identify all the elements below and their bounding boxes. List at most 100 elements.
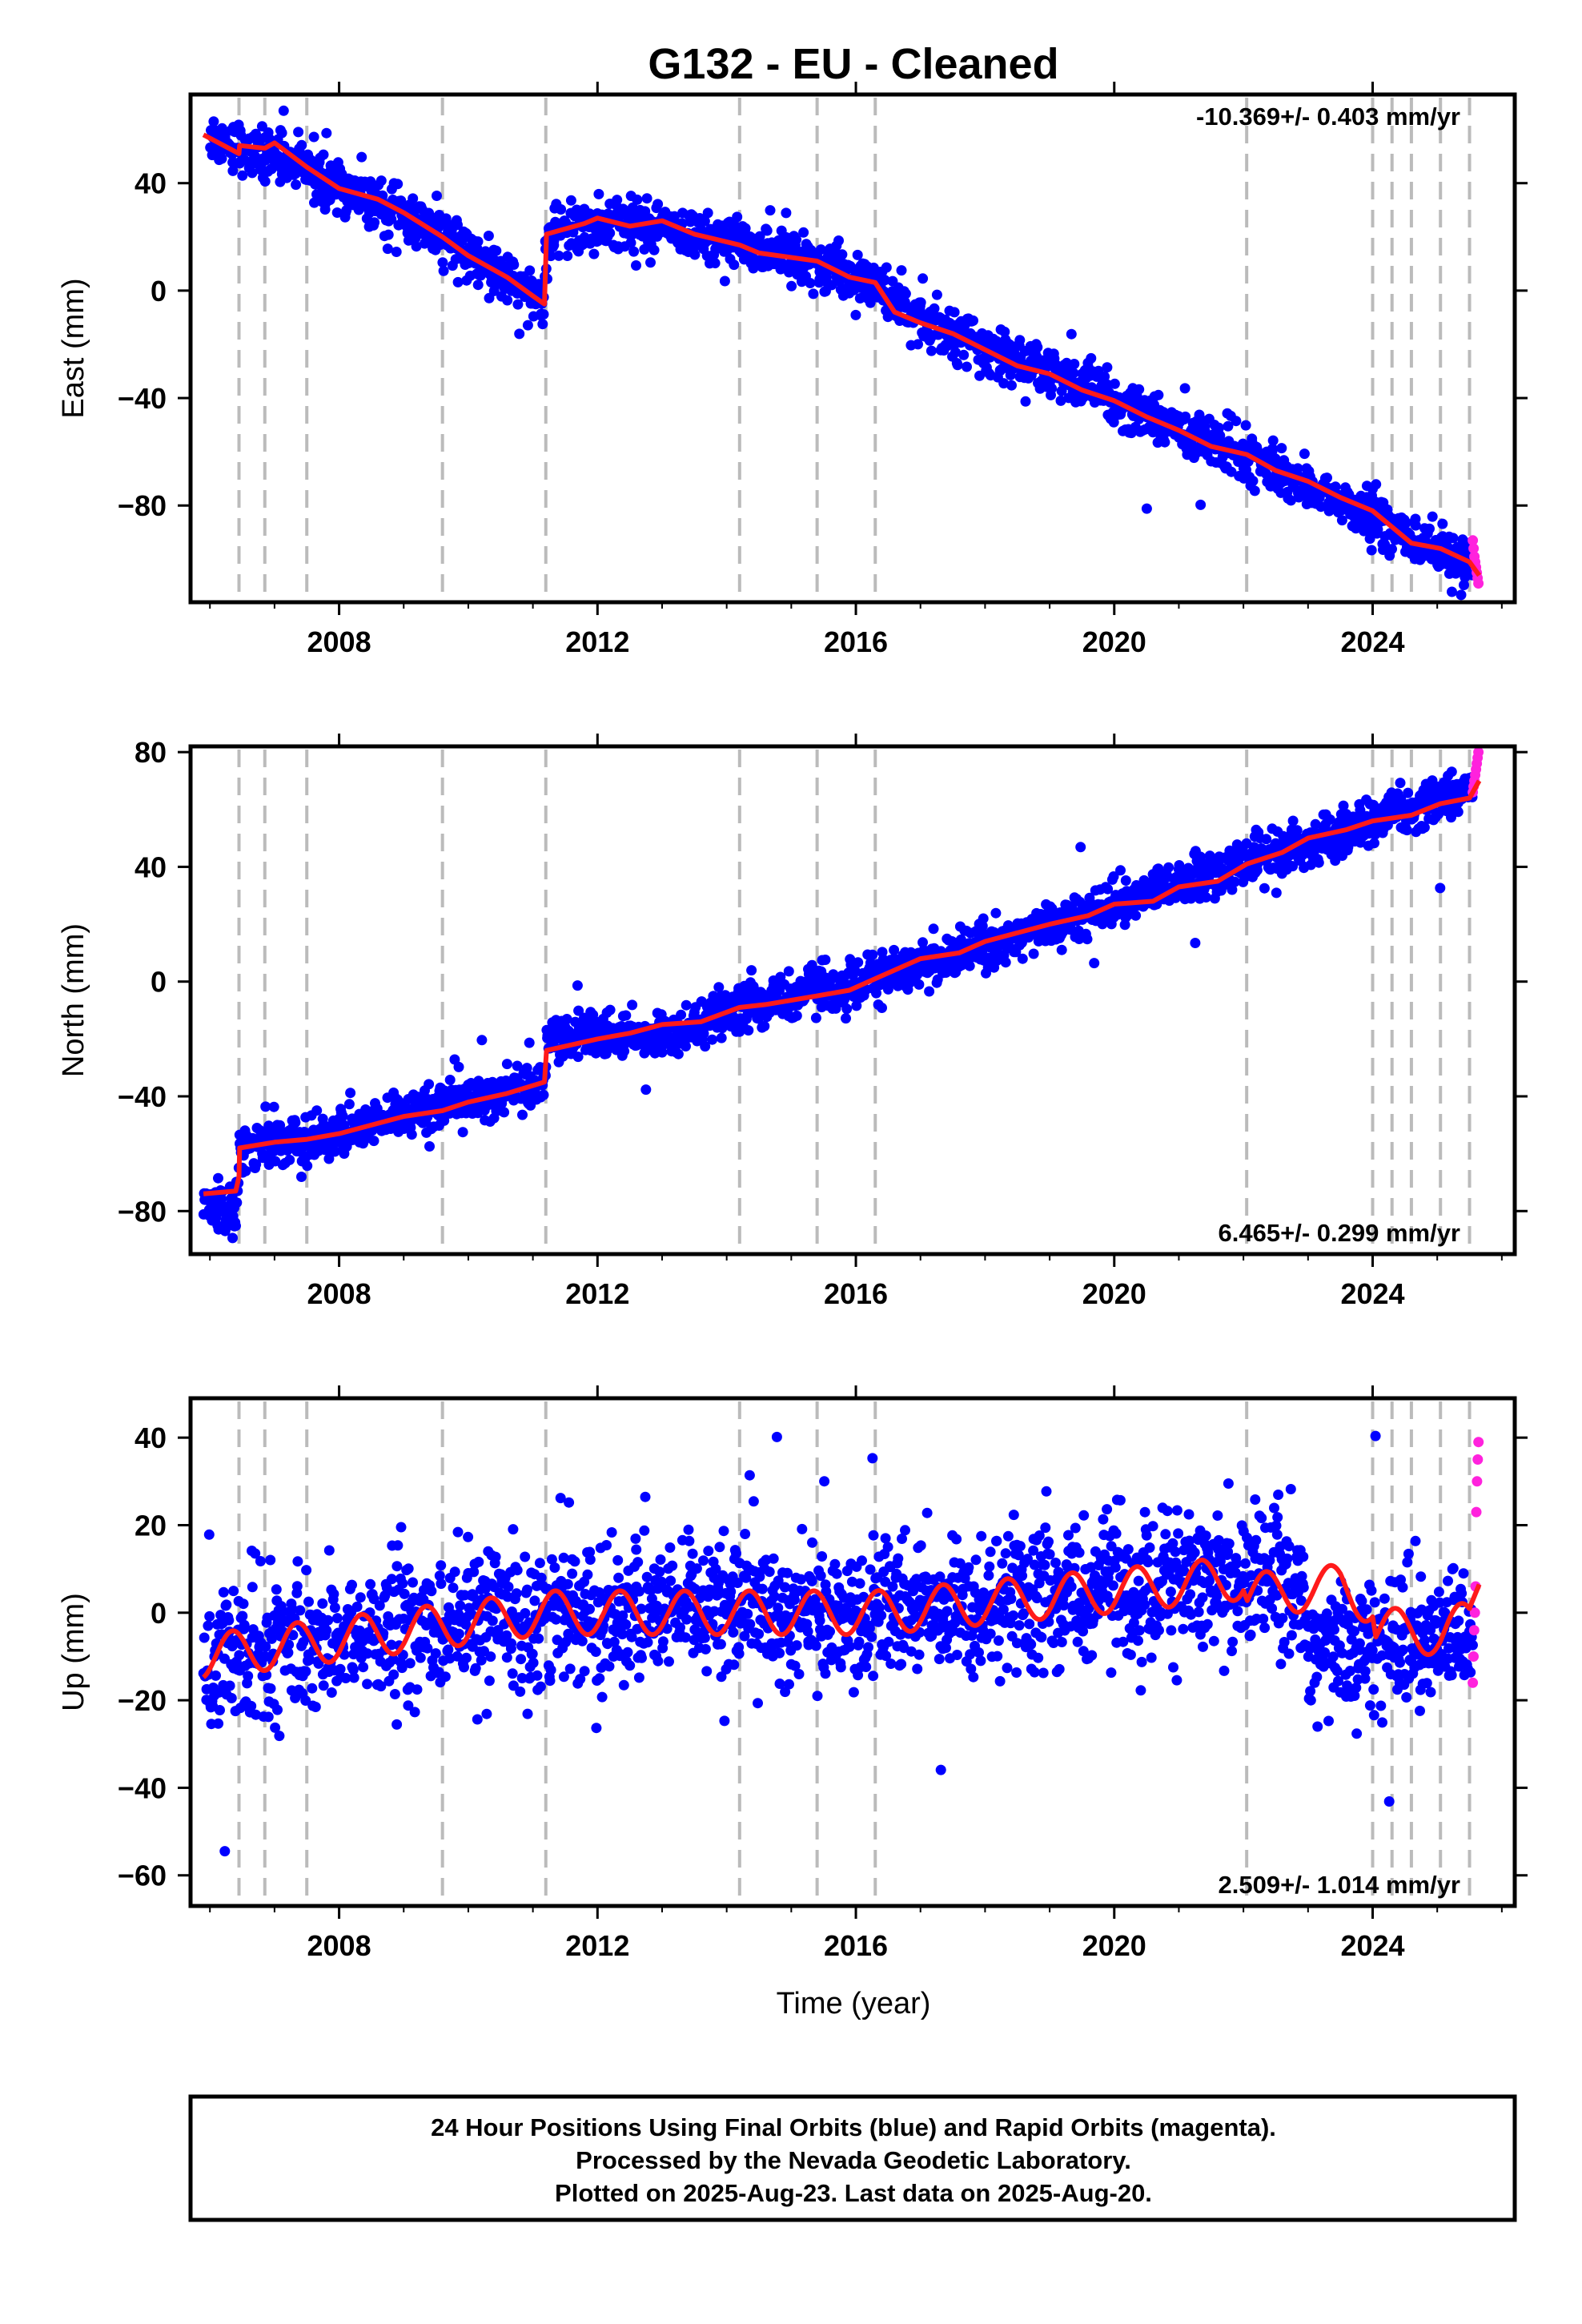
east-point: [386, 214, 397, 225]
up-point: [412, 1684, 423, 1695]
north-point: [501, 1059, 512, 1070]
east-point: [392, 179, 404, 190]
east-point: [641, 193, 652, 204]
north-point: [1446, 766, 1457, 778]
east-point: [293, 127, 304, 138]
up-point: [472, 1714, 483, 1725]
up-point: [263, 1711, 274, 1723]
east-point: [247, 167, 258, 179]
north-point: [406, 1129, 417, 1140]
up-point: [529, 1595, 540, 1606]
north-x-tick-label: 2020: [1082, 1277, 1146, 1310]
east-y-tick-label: −80: [118, 489, 167, 522]
east-point: [440, 213, 452, 224]
north-point: [841, 1003, 853, 1015]
east-point: [702, 207, 713, 219]
north-point: [524, 1037, 535, 1048]
up-point: [265, 1554, 276, 1566]
north-point: [1271, 887, 1282, 899]
up-point: [506, 1638, 517, 1649]
north-point: [213, 1172, 223, 1184]
up-point: [487, 1615, 498, 1626]
up-point: [355, 1592, 366, 1603]
east-point: [881, 262, 892, 273]
north-point: [290, 1117, 301, 1128]
up-point: [386, 1574, 397, 1585]
up-point: [448, 1582, 459, 1594]
north-point: [1401, 825, 1412, 836]
up-point: [272, 1704, 283, 1715]
north-x-tick-label: 2016: [824, 1277, 888, 1310]
east-point: [309, 197, 319, 208]
north-point: [345, 1088, 356, 1099]
east-point: [562, 251, 573, 261]
up-point: [389, 1689, 400, 1699]
north-point: [1028, 948, 1039, 959]
east-point: [452, 219, 463, 231]
east-point: [1086, 352, 1097, 364]
east-y-tick-label: 40: [135, 167, 167, 200]
up-point: [520, 1551, 531, 1562]
up-point: [452, 1526, 464, 1538]
east-point: [1141, 503, 1152, 514]
up-point: [562, 1578, 573, 1590]
up-point: [203, 1529, 215, 1540]
east-point: [958, 349, 970, 360]
up-point: [326, 1687, 337, 1698]
north-y-tick-label: 80: [135, 736, 167, 769]
east-point: [1134, 384, 1145, 395]
east-point: [1299, 448, 1310, 460]
east-point: [1456, 589, 1467, 601]
north-point: [1403, 787, 1414, 798]
east-point: [900, 288, 911, 300]
up-point: [399, 1588, 410, 1599]
east-break-lines: [237, 98, 1472, 599]
east-point: [472, 236, 484, 247]
east-point: [514, 328, 525, 340]
up-scatter: [198, 1430, 1484, 1857]
north-point: [1287, 815, 1299, 826]
east-point: [1055, 395, 1066, 406]
north-x-tick-label: 2024: [1340, 1277, 1404, 1310]
east-point: [648, 244, 660, 255]
east-x-tick-label: 2024: [1340, 625, 1404, 658]
north-point: [453, 1061, 464, 1072]
up-point: [455, 1600, 466, 1611]
east-point: [949, 307, 960, 318]
up-point: [226, 1693, 237, 1703]
east-point: [896, 265, 907, 276]
up-point: [292, 1556, 303, 1567]
east-point: [321, 127, 332, 139]
east-point: [1240, 420, 1251, 431]
up-point: [213, 1718, 224, 1729]
east-point: [879, 275, 890, 286]
north-point: [810, 1012, 821, 1023]
east-point: [786, 280, 797, 292]
east-point: [653, 227, 665, 239]
east-point: [375, 175, 387, 187]
east-point: [999, 326, 1010, 337]
north-point: [759, 1020, 770, 1031]
east-point: [761, 225, 773, 236]
east-x-tick-label: 2016: [824, 625, 888, 658]
up-point: [564, 1663, 576, 1675]
up-point: [508, 1524, 519, 1535]
east-point: [950, 347, 961, 358]
up-point: [388, 1669, 400, 1680]
north-point: [1200, 892, 1211, 903]
east-point: [237, 170, 248, 181]
up-point: [396, 1522, 407, 1533]
east-point: [483, 231, 494, 241]
east-point: [278, 105, 289, 116]
east-point: [556, 204, 567, 215]
east-point: [669, 211, 680, 222]
east-point: [1267, 435, 1279, 446]
east-point: [1020, 396, 1031, 407]
up-point: [516, 1654, 527, 1665]
up-point: [490, 1551, 501, 1562]
figure-title: G132 - EU - Cleaned: [648, 40, 1058, 88]
east-point: [952, 360, 963, 371]
east-point: [1387, 544, 1397, 555]
up-point: [430, 1648, 441, 1659]
north-point: [978, 913, 989, 924]
